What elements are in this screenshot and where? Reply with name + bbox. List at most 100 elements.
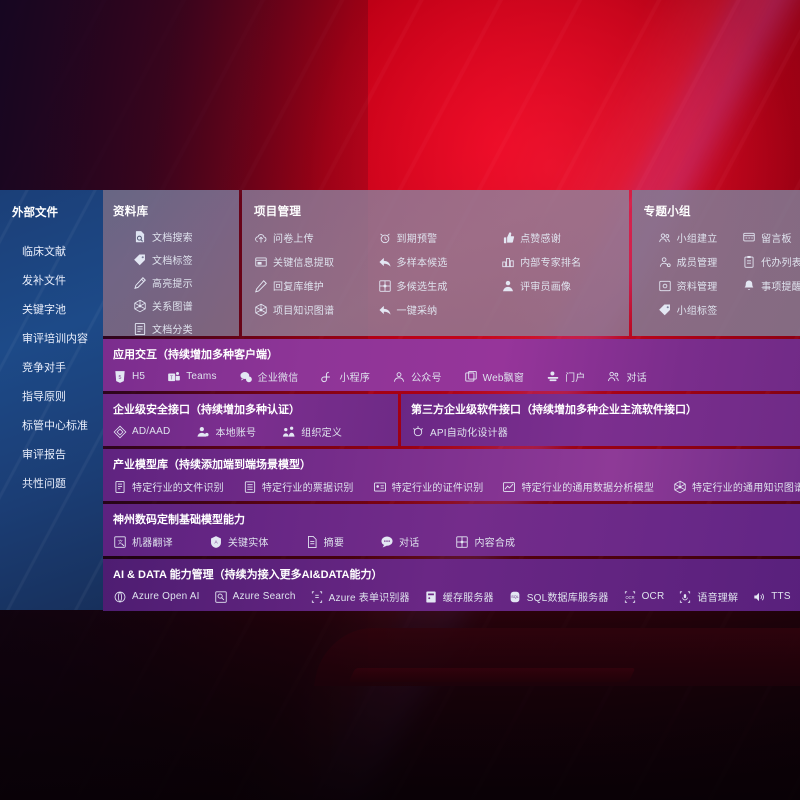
group-item-item-reminder[interactable]: 事项提醒 [742,278,800,293]
kb-item-relation-graph[interactable]: 关系图谱 [133,298,239,313]
security-interface-row: 企业级安全接口（持续增加多种认证） AD/AAD 本地账号 组织定义 [103,394,800,446]
proj-item-reviewer-portrait[interactable]: 评审员画像 [501,278,621,293]
sec-label: 本地账号 [215,428,257,439]
sec-item-ad-aad[interactable]: AD/AAD [113,425,170,439]
row-title-third-party-interface: 第三方企业级软件接口（持续增加多种企业主流软件接口） [411,404,697,416]
tp-label: API自动化设计器 [430,428,508,439]
base-label: 内容合成 [474,538,516,549]
api-designer-icon [411,425,425,439]
app-label: 门户 [565,373,586,384]
alarm-icon [378,231,392,245]
speech-icon [678,590,692,604]
sidebar-item-review-training[interactable]: 审评培训内容 [22,332,88,345]
app-label: Web飘窗 [482,373,525,384]
svg-text:T: T [170,375,174,381]
ai-item-speech-understanding[interactable]: 语音理解 [678,589,738,604]
group-item-create-group[interactable]: 小组建立 [658,230,741,245]
app-item-web-popup[interactable]: Web飘窗 [464,369,524,384]
proj-item-questionnaire-upload[interactable]: 问卷上传 [254,230,374,245]
proj-item-thanks-like[interactable]: 点赞感谢 [501,230,621,245]
proj-item-reply-library-maintain[interactable]: 回复库维护 [254,278,374,293]
web-popup-icon [464,370,478,384]
ai-item-ocr[interactable]: OCR OCR [623,590,665,604]
panel-project-management: 项目管理 问卷上传 到期预警 点赞感谢 [242,190,629,336]
proj-item-key-info-extraction[interactable]: 关键信息提取 [254,254,374,269]
sec-item-org-definition[interactable]: 组织定义 [282,424,342,439]
group-label: 事项提醒 [761,282,800,293]
group-add-icon [658,231,672,245]
base-label: 摘要 [323,538,345,549]
sec-label: AD/AAD [132,426,171,437]
model-item-data-analysis-model[interactable]: 特定行业的通用数据分析模型 [502,479,654,494]
sidebar-item-keyword-pool[interactable]: 关键字池 [22,303,66,316]
group-item-material-management[interactable]: 资料管理 [658,278,741,293]
model-item-invoice-recognition[interactable]: 特定行业的票据识别 [243,479,354,494]
chat-icon [380,535,394,549]
base-item-content-composition[interactable]: 内容合成 [455,534,515,549]
clipboard-icon [742,255,756,269]
model-item-file-recognition[interactable]: 特定行业的文件识别 [113,479,224,494]
archive-icon [658,279,672,293]
proj-item-internal-expert-ranking[interactable]: 内部专家排名 [501,254,621,269]
sidebar-item-competitors[interactable]: 竞争对手 [22,361,66,374]
miniprogram-icon [320,370,334,384]
cache-server-icon [424,590,438,604]
ai-item-sql-database[interactable]: SQL SQL数据库服务器 [508,589,609,604]
kb-item-highlight-hint[interactable]: 高亮提示 [133,275,239,290]
main-column: 资料库 文档搜索 文档标签 高亮提示 [103,190,800,611]
kb-item-document-tag[interactable]: 文档标签 [133,252,239,267]
sidebar-item-guidelines[interactable]: 指导原则 [22,390,66,403]
sql-database-icon: SQL [508,590,522,604]
ai-label: TTS [771,591,791,602]
proj-item-expiry-alert[interactable]: 到期预警 [378,230,498,245]
base-item-chat[interactable]: 对话 [380,534,419,549]
app-item-h5[interactable]: 5 H5 [113,370,145,384]
sec-item-local-account[interactable]: 本地账号 [196,424,256,439]
app-label: 对话 [626,373,647,384]
app-item-official-account[interactable]: 公众号 [392,369,442,384]
app-item-miniprogram[interactable]: 小程序 [320,369,370,384]
app-item-wecom[interactable]: 企业微信 [239,369,299,384]
group-item-message-board[interactable]: 留言板 [742,230,800,245]
group-item-group-tag[interactable]: 小组标签 [658,302,741,317]
ai-item-form-recognizer[interactable]: Azure 表单识别器 [310,589,410,604]
ai-item-azure-open-ai[interactable]: Azure Open AI [113,590,200,604]
ai-item-cache-server[interactable]: 缓存服务器 [424,589,494,604]
base-item-key-entity[interactable]: A 关键实体 [209,534,269,549]
model-item-id-recognition[interactable]: 特定行业的证件识别 [373,479,484,494]
sidebar-item-review-report[interactable]: 审评报告 [22,448,66,461]
ai-label: 缓存服务器 [442,593,494,604]
sidebar-item-common-issues[interactable]: 共性问题 [22,477,66,490]
group-item-member-management[interactable]: 成员管理 [658,254,741,269]
tp-item-api-designer[interactable]: API自动化设计器 [411,424,508,439]
sidebar-item-supplement-files[interactable]: 发补文件 [22,274,66,287]
proj-item-one-click-adopt[interactable]: 一键采纳 [378,302,498,317]
proj-item-project-knowledge-graph[interactable]: 项目知识图谱 [254,302,374,317]
kb-label: 文档标签 [152,256,193,267]
model-item-knowledge-graph-model[interactable]: 特定行业的通用知识图谱模型 [673,479,800,494]
proj-item-multi-candidate-generation[interactable]: 多候选生成 [378,278,498,293]
ranking-icon [501,255,515,269]
base-item-summary[interactable]: 摘要 [305,534,344,549]
base-label: 关键实体 [227,538,269,549]
group-item-todo-list[interactable]: 代办列表 [742,254,800,269]
ai-label: Azure 表单识别器 [328,593,410,604]
ai-item-tts[interactable]: TTS [752,590,791,604]
app-item-portal[interactable]: 门户 [546,369,585,384]
azure-ad-icon [113,425,127,439]
capability-dashboard: 外部文件 临床文献 发补文件 关键字池 审评培训内容 竞争对手 指导原则 标管中… [0,190,800,611]
ai-item-azure-search[interactable]: Azure Search [214,590,296,604]
sidebar-item-clinical-literature[interactable]: 临床文献 [22,245,66,258]
proj-item-multi-sample-candidate[interactable]: 多样本候选 [378,254,498,269]
summary-icon [305,535,319,549]
kb-item-document-category[interactable]: 文档分类 [133,321,239,336]
base-item-machine-translation[interactable]: 文 机器翻译 [113,534,173,549]
panel-knowledge-base: 资料库 文档搜索 文档标签 高亮提示 [103,190,239,336]
sidebar-item-standards-center[interactable]: 标管中心标准 [22,419,88,432]
row-third-party-interface: 第三方企业级软件接口（持续增加多种企业主流软件接口） API自动化设计器 [401,394,800,446]
highlight-pen-icon [133,276,147,290]
ai-label: Azure Search [232,591,296,602]
kb-item-document-search[interactable]: 文档搜索 [133,229,239,244]
app-item-dialog[interactable]: 对话 [607,369,647,384]
app-item-teams[interactable]: T Teams [167,370,216,384]
